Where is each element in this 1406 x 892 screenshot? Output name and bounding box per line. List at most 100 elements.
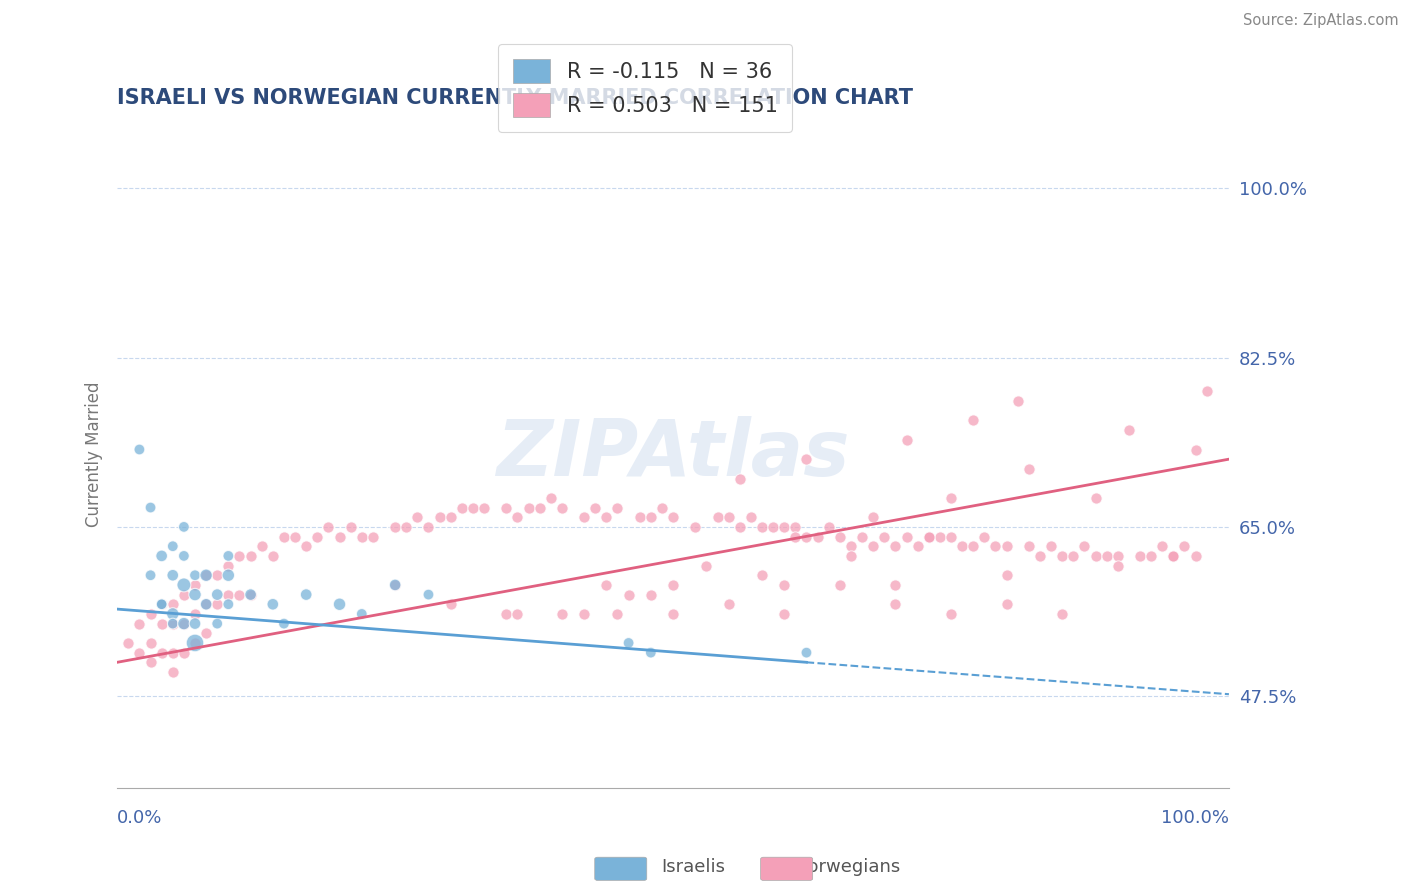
Point [228, 549, 250, 563]
Point [162, 616, 184, 631]
Point [995, 539, 1018, 553]
Point [128, 616, 150, 631]
Point [728, 471, 751, 485]
Point [595, 578, 617, 592]
Point [173, 588, 195, 602]
Point [184, 578, 207, 592]
Point [1195, 384, 1218, 399]
Point [628, 510, 651, 524]
Point [139, 607, 162, 621]
Point [406, 510, 429, 524]
Point [572, 510, 595, 524]
Point [1129, 549, 1152, 563]
Text: 100.0%: 100.0% [1161, 809, 1229, 827]
Point [139, 568, 162, 582]
Point [551, 607, 574, 621]
Point [139, 636, 162, 650]
Point [884, 539, 907, 553]
Point [184, 588, 207, 602]
Point [995, 597, 1018, 611]
Point [662, 510, 685, 524]
Point [184, 607, 207, 621]
Point [728, 520, 751, 534]
Point [773, 607, 796, 621]
Point [395, 520, 418, 534]
Point [328, 530, 350, 544]
Point [273, 616, 295, 631]
Point [217, 597, 239, 611]
Point [828, 578, 851, 592]
Point [217, 588, 239, 602]
Point [1062, 549, 1084, 563]
Point [995, 568, 1018, 582]
Point [740, 510, 762, 524]
Point [162, 597, 184, 611]
Text: Source: ZipAtlas.com: Source: ZipAtlas.com [1243, 13, 1399, 29]
Point [606, 500, 628, 515]
Point [796, 452, 818, 467]
Point [195, 568, 218, 582]
Point [551, 500, 574, 515]
Point [1163, 549, 1185, 563]
Point [962, 539, 984, 553]
Legend: R = -0.115   N = 36, R = 0.503   N = 151: R = -0.115 N = 36, R = 0.503 N = 151 [498, 45, 793, 132]
Point [862, 510, 884, 524]
Point [150, 597, 173, 611]
Point [207, 588, 229, 602]
Point [429, 510, 451, 524]
Point [384, 520, 406, 534]
Point [195, 626, 218, 640]
Point [217, 549, 239, 563]
Point [440, 597, 463, 611]
Point [884, 578, 907, 592]
Point [617, 636, 640, 650]
Point [162, 665, 184, 679]
Point [328, 597, 350, 611]
Point [184, 636, 207, 650]
Point [150, 616, 173, 631]
Point [640, 510, 662, 524]
Point [695, 558, 717, 573]
Point [150, 646, 173, 660]
Text: Norwegians: Norwegians [794, 858, 901, 876]
Point [450, 500, 472, 515]
Point [1007, 394, 1029, 409]
Point [717, 597, 740, 611]
Point [1018, 462, 1040, 476]
Point [440, 510, 463, 524]
Point [796, 646, 818, 660]
Point [184, 568, 207, 582]
Point [785, 520, 807, 534]
Point [162, 616, 184, 631]
Point [572, 607, 595, 621]
Point [239, 549, 262, 563]
Text: 0.0%: 0.0% [117, 809, 163, 827]
Point [162, 646, 184, 660]
Point [640, 646, 662, 660]
Point [173, 616, 195, 631]
Point [262, 549, 284, 563]
Point [651, 500, 673, 515]
Point [1018, 539, 1040, 553]
Point [706, 510, 728, 524]
Point [318, 520, 340, 534]
Point [150, 597, 173, 611]
Point [1073, 539, 1095, 553]
Point [139, 500, 162, 515]
Point [828, 530, 851, 544]
Point [1095, 549, 1118, 563]
Point [117, 636, 139, 650]
Point [173, 520, 195, 534]
Point [273, 530, 295, 544]
Point [1107, 558, 1129, 573]
Point [207, 597, 229, 611]
Point [307, 530, 329, 544]
Point [862, 539, 884, 553]
Point [495, 500, 517, 515]
Point [195, 597, 218, 611]
Point [173, 616, 195, 631]
Point [239, 588, 262, 602]
Point [350, 530, 373, 544]
Point [839, 549, 862, 563]
Point [1163, 549, 1185, 563]
